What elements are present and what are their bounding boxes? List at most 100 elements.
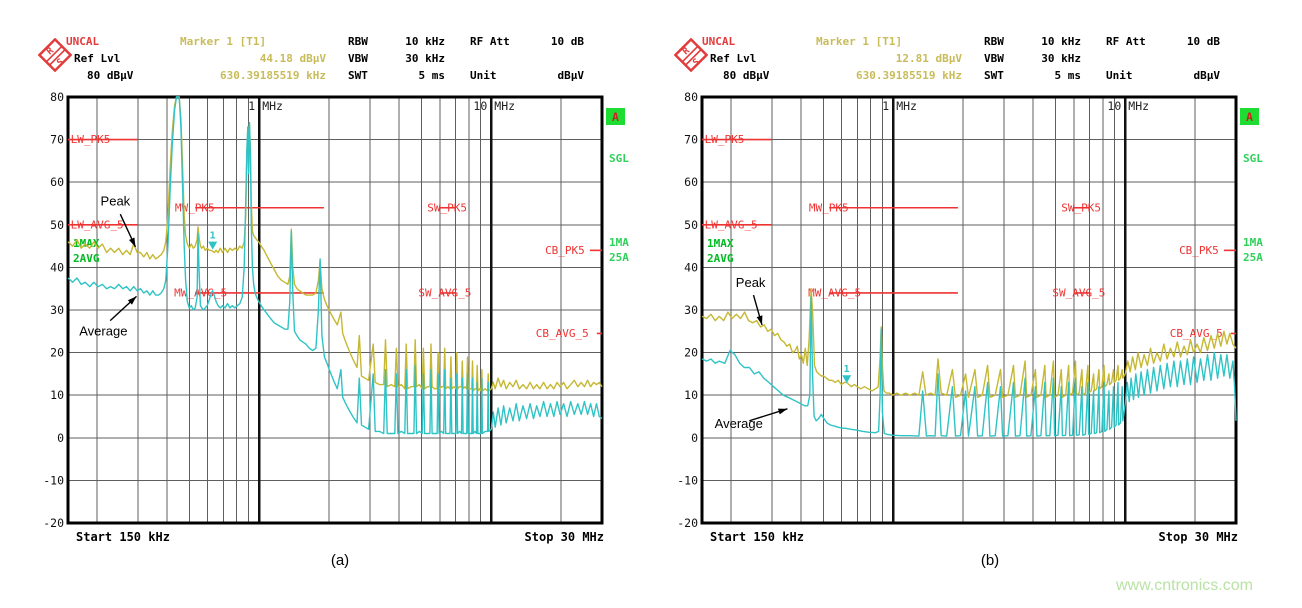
vbw-label: VBW [348, 52, 368, 65]
unit-value: dBµV [557, 69, 585, 82]
y-tick-label: 50 [50, 218, 64, 232]
y-tick-label: 20 [684, 346, 698, 360]
limit-label-SW_AVG_5: SW_AVG_5 [418, 286, 471, 299]
y-tick-label: 10 [684, 388, 698, 402]
panel-a-chart: LW_PK5LW_AVG_5MW_PK5MW_AVG_5SW_PK5SW_AVG… [43, 90, 629, 569]
y-tick-label: 30 [684, 303, 698, 317]
peak-trace [701, 288, 1237, 398]
plot-border [700, 95, 1238, 525]
unit-label: Unit [1106, 69, 1133, 82]
detector-id-25a: 25A [1243, 251, 1263, 264]
ref-lvl-value: 80 dBµV [87, 69, 134, 82]
stop-freq-label: Stop 30 MHz [525, 530, 604, 544]
y-tick-label: 60 [50, 175, 64, 189]
uncal-status: UNCAL [702, 35, 736, 48]
limit-label-SW_PK5: SW_PK5 [427, 201, 467, 214]
marker-level: 12.81 dBµV [895, 52, 962, 65]
limit-label-LW_AVG_5: LW_AVG_5 [705, 218, 758, 231]
stop-freq-label: Stop 30 MHz [1159, 530, 1238, 544]
marker-1-label: 1 [210, 231, 216, 242]
y-tick-label: 10 [50, 388, 64, 402]
trace-id-2avg: 2AVG [73, 252, 100, 265]
y-tick-label: 20 [50, 346, 64, 360]
swt-value: 5 ms [418, 69, 446, 82]
vbw-label: VBW [984, 52, 1004, 65]
decade-unit: MHz [494, 99, 515, 113]
screen-a-badge-letter: A [612, 110, 619, 124]
screen-a-badge [606, 108, 625, 125]
annotation-average: Average [79, 295, 137, 338]
grid [702, 97, 1236, 523]
screen-a-badge [1240, 108, 1259, 125]
svg-text:R: R [44, 45, 56, 57]
annotation-arrowhead [128, 237, 136, 247]
single-sweep-label: SGL [609, 152, 629, 165]
rbw-value: 10 kHz [1041, 35, 1081, 48]
screen-a-badge-letter: A [1246, 110, 1253, 124]
rohde-schwarz-logo: R S [674, 38, 708, 72]
marker-frequency: 630.39185519 kHz [856, 69, 962, 82]
average-trace [701, 296, 1237, 437]
decade-label: 1 [248, 99, 255, 113]
rf-att-label: RF Att [1106, 35, 1146, 48]
detector-id-25a: 25A [609, 251, 629, 264]
marker-1: 1 [208, 231, 218, 250]
marker-title: Marker 1 [T1] [180, 35, 267, 48]
limit-label-LW_AVG_5: LW_AVG_5 [71, 218, 124, 231]
y-tick-label: 30 [50, 303, 64, 317]
decade-unit: MHz [262, 99, 283, 113]
trace-id-1max: 1MAX [73, 237, 100, 250]
panel-b-header: R S UNCAL Ref Lvl 80 dBµV Marker 1 [T1] … [636, 0, 1296, 96]
y-tick-label: 70 [684, 133, 698, 147]
decade-label: 10 [1107, 99, 1121, 113]
ref-lvl-value: 80 dBµV [723, 69, 770, 82]
y-tick-label: 40 [50, 260, 64, 274]
limit-label-LW_PK5: LW_PK5 [705, 133, 745, 146]
limit-label-MW_PK5: MW_PK5 [809, 201, 849, 214]
annotation-arrowhead [777, 408, 788, 415]
panel-a-header: R S UNCAL Ref Lvl 80 dBµV Marker 1 [T1] … [0, 0, 660, 96]
panel-caption: (a) [331, 552, 349, 569]
y-tick-label: -10 [43, 473, 64, 487]
y-tick-label: 80 [50, 90, 64, 104]
vbw-value: 30 kHz [1041, 52, 1081, 65]
limit-label-SW_PK5: SW_PK5 [1061, 201, 1101, 214]
marker-1-label: 1 [844, 364, 850, 375]
y-tick-label: 60 [684, 175, 698, 189]
detector-id-1ma: 1MA [609, 236, 629, 249]
rf-att-value: 10 dB [1186, 35, 1220, 48]
limit-label-CB_AVG_5: CB_AVG_5 [536, 327, 589, 340]
ref-lvl-label: Ref Lvl [74, 52, 121, 65]
unit-label: Unit [470, 69, 497, 82]
y-tick-label: 0 [691, 431, 698, 445]
vbw-value: 30 kHz [405, 52, 445, 65]
y-tick-label: -10 [677, 473, 698, 487]
annotation-peak: Peak [101, 193, 137, 248]
uncal-status: UNCAL [66, 35, 100, 48]
y-tick-label: -20 [43, 516, 64, 530]
limit-label-SW_AVG_5: SW_AVG_5 [1052, 286, 1105, 299]
rohde-schwarz-logo: R S [38, 38, 72, 72]
annotation-arrowhead [127, 296, 137, 305]
swt-value: 5 ms [1054, 69, 1082, 82]
rf-att-label: RF Att [470, 35, 510, 48]
annotation-average: Average [715, 408, 788, 431]
y-tick-label: 80 [684, 90, 698, 104]
y-tick-label: 40 [684, 260, 698, 274]
detector-id-1ma: 1MA [1243, 236, 1263, 249]
annotation-text: Peak [736, 275, 766, 290]
y-tick-label: 70 [50, 133, 64, 147]
marker-frequency: 630.39185519 kHz [220, 69, 326, 82]
limit-lines: LW_PK5LW_AVG_5MW_PK5MW_AVG_5SW_PK5SW_AVG… [68, 133, 602, 340]
start-freq-label: Start 150 kHz [76, 530, 170, 544]
limit-label-CB_PK5: CB_PK5 [545, 244, 585, 257]
y-tick-label: 50 [684, 218, 698, 232]
svg-text:S: S [55, 56, 67, 68]
decade-unit: MHz [896, 99, 917, 113]
svg-text:R: R [680, 45, 692, 57]
annotation-text: Peak [101, 193, 131, 208]
decade-label: 10 [473, 99, 487, 113]
site-watermark: www.cntronics.com [1116, 577, 1253, 594]
